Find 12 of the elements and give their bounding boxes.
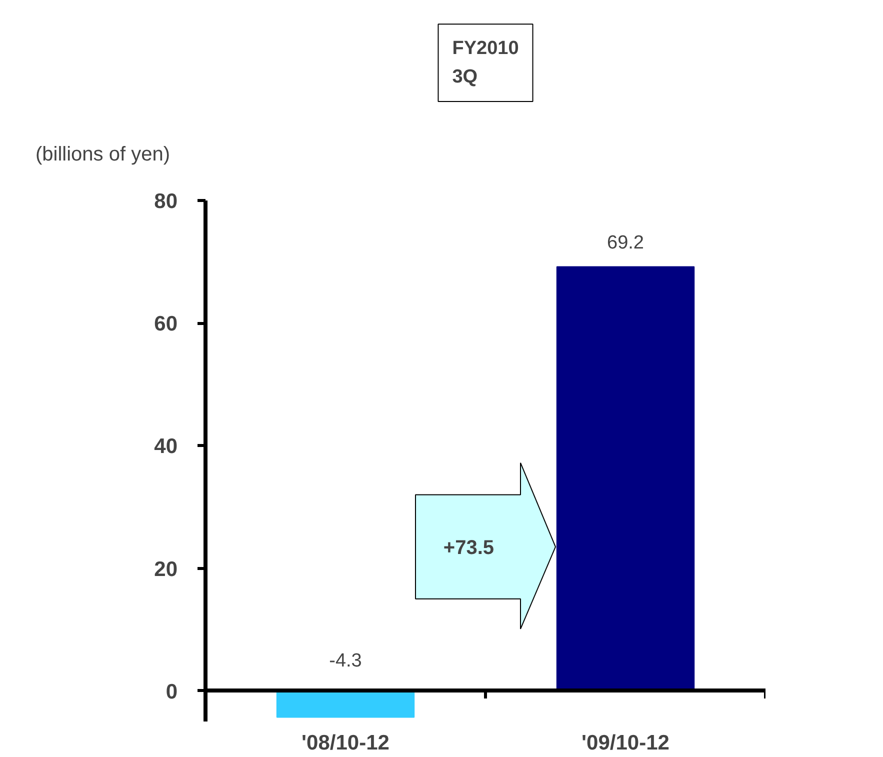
annotation: +73.5	[443, 536, 494, 559]
y-tick-label: 60	[154, 312, 178, 336]
x-tick-label: '08/10-12	[302, 732, 390, 754]
x-tick-label: '09/10-12	[582, 732, 670, 754]
data-label: -4.3	[329, 650, 362, 672]
y-axis-title: (billions of yen)	[36, 144, 170, 166]
data-label: 69.2	[607, 232, 644, 254]
y-tick-label: 80	[154, 190, 178, 213]
chart-title: FY2010 3Q	[452, 38, 519, 88]
y-tick-label: 0	[166, 680, 178, 704]
y-tick-label: 40	[154, 435, 178, 458]
y-tick-label: 20	[154, 558, 178, 581]
